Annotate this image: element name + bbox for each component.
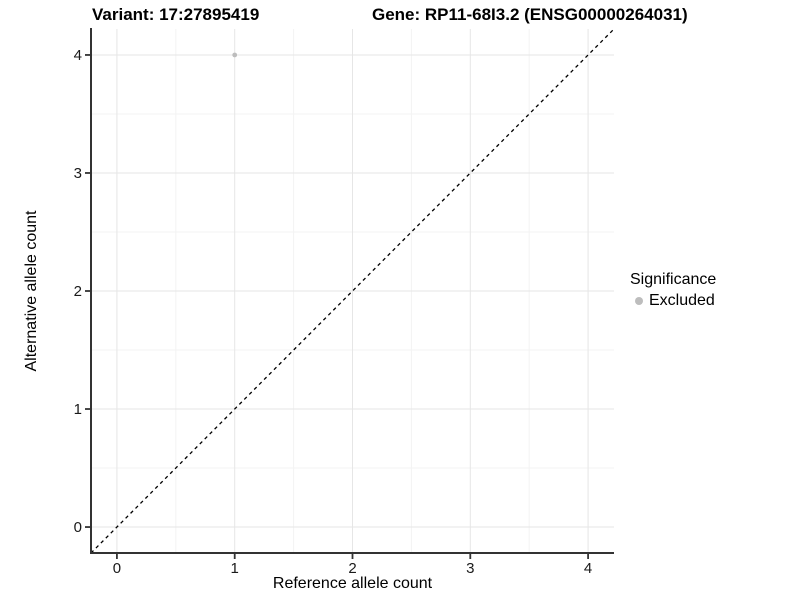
y-tick-label: 3 <box>74 165 82 182</box>
y-tick-label: 1 <box>74 401 82 418</box>
legend-items: Excluded <box>630 292 716 310</box>
legend: Significance Excluded <box>630 271 716 310</box>
data-point <box>232 52 238 58</box>
y-tick-label: 4 <box>74 47 82 64</box>
y-tick-label: 2 <box>74 283 82 300</box>
y-axis-title: Alternative allele count <box>23 210 40 372</box>
legend-item-label: Excluded <box>649 292 715 309</box>
x-axis-title: Reference allele count <box>272 575 433 592</box>
legend-item: Excluded <box>630 292 716 310</box>
x-tick-label: 1 <box>231 560 239 577</box>
plot-title-variant: Variant: 17:27895419 <box>92 5 260 24</box>
x-tick-label: 2 <box>348 560 356 577</box>
legend-key-dot <box>635 297 643 305</box>
plot-title-gene: Gene: RP11-68I3.2 (ENSG00000264031) <box>372 5 688 24</box>
x-tick-label: 3 <box>466 560 474 577</box>
legend-title: Significance <box>630 271 717 288</box>
y-tick-label: 0 <box>74 519 82 536</box>
x-tick-label: 0 <box>113 560 121 577</box>
x-tick-label: 4 <box>584 560 592 577</box>
identity-dashed-line <box>90 28 615 554</box>
